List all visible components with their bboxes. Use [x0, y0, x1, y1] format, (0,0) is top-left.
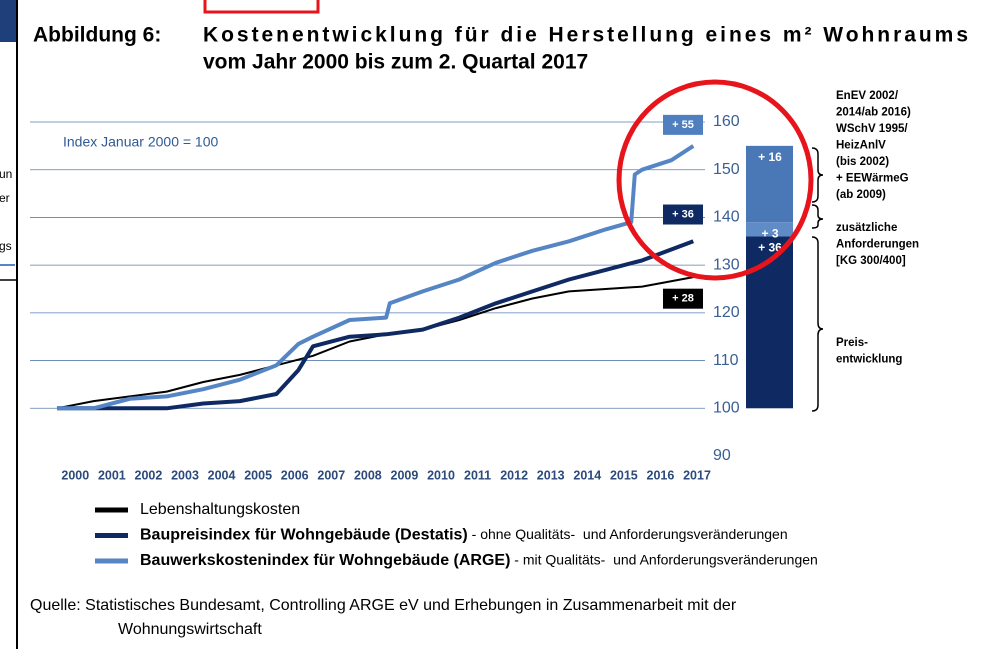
x-tick-label: 2001 [98, 468, 126, 482]
y-tick-label: 150 [713, 161, 740, 178]
x-tick-label: 2011 [464, 468, 491, 482]
bar-note: HeizAnlV [836, 140, 886, 152]
x-tick-label: 2007 [317, 468, 345, 482]
background-fragment: un [0, 167, 12, 181]
x-tick-label: 2009 [391, 468, 419, 482]
chart-title: Kostenentwicklung für die Herstellung ei… [203, 24, 968, 47]
y-tick-label: 160 [713, 113, 740, 130]
highlight-circle [616, 79, 814, 281]
x-tick-label: 2003 [171, 468, 199, 482]
legend-description: - mit Qualitäts- und Anforderungsverände… [510, 552, 817, 568]
bar-note: WSchV 1995/ [836, 123, 908, 135]
y-tick-label: 110 [713, 352, 739, 369]
line-series [56, 276, 694, 410]
x-tick-label: 2013 [537, 468, 565, 482]
bar-segment-label: + 36 [758, 241, 782, 255]
x-tick-label: 2008 [354, 468, 382, 482]
x-tick-label: 2000 [61, 468, 89, 482]
chart-title: vom Jahr 2000 bis zum 2. Quartal 2017 [203, 51, 588, 74]
x-tick-label: 2015 [610, 468, 638, 482]
x-tick-label: 2006 [281, 468, 309, 482]
window-icon [0, 0, 17, 42]
bar-note: Anforderungen [836, 239, 919, 251]
end-label-box [663, 204, 703, 225]
bar-note: (bis 2002) [836, 156, 889, 168]
y-tick-label: 90 [713, 447, 731, 464]
x-tick-label: 2016 [647, 468, 675, 482]
legend-description: - ohne Qualitäts- und Anforderungsveränd… [468, 526, 788, 542]
bar-note: [KG 300/400] [836, 255, 906, 267]
line-series [57, 239, 694, 411]
index-note: Index Januar 2000 = 100 [63, 134, 219, 150]
bar-segment-label: + 3 [761, 226, 778, 240]
bar-note: EnEV 2002/ [836, 90, 899, 102]
bar-segment [746, 145, 793, 223]
bar-note: (ab 2009) [836, 189, 886, 201]
x-tick-label: 2010 [427, 468, 455, 482]
red-box [203, 0, 320, 14]
y-tick-label: 120 [713, 304, 740, 321]
x-tick-label: 2002 [135, 468, 163, 482]
end-label-box [663, 288, 703, 309]
end-label: + 36 [672, 208, 694, 220]
line-series [57, 144, 695, 411]
braces [811, 147, 824, 412]
source: Wohnungswirtschaft [118, 621, 262, 638]
y-tick-label: 100 [713, 400, 740, 417]
legend-label: Lebenshaltungskosten [140, 501, 300, 518]
bar-note: Preis- [836, 337, 868, 349]
x-tick-label: 2014 [573, 468, 601, 482]
bar-segment-label: + 16 [758, 150, 782, 164]
bar-segment [746, 236, 793, 409]
background-fragment: gs [0, 239, 12, 253]
x-tick-label: 2004 [208, 468, 236, 482]
source: Quelle: Statistisches Bundesamt, Control… [30, 597, 737, 614]
bar-note: entwicklung [836, 354, 902, 366]
legend-label: Bauwerkskostenindex für Wohngebäude (ARG… [140, 552, 510, 569]
bar-note: zusätzliche [836, 222, 897, 234]
bar-note: + EEWärmeG [836, 173, 909, 185]
y-tick-label: 140 [713, 209, 740, 226]
y-tick-label: 130 [713, 256, 740, 273]
end-label: + 28 [672, 293, 694, 305]
bar-note: 2014/ab 2016) [836, 107, 911, 119]
background-fragment: er [0, 191, 10, 205]
x-tick-label: 2012 [500, 468, 528, 482]
x-tick-label: 2017 [683, 468, 711, 482]
end-label: + 55 [672, 119, 694, 131]
legend-label: Baupreisindex für Wohngebäude (Destatis) [140, 527, 468, 544]
end-label-box [663, 114, 703, 135]
x-tick-label: 2005 [244, 468, 272, 482]
bar-segment [746, 222, 793, 237]
figure-label: Abbildung 6: [33, 24, 161, 47]
